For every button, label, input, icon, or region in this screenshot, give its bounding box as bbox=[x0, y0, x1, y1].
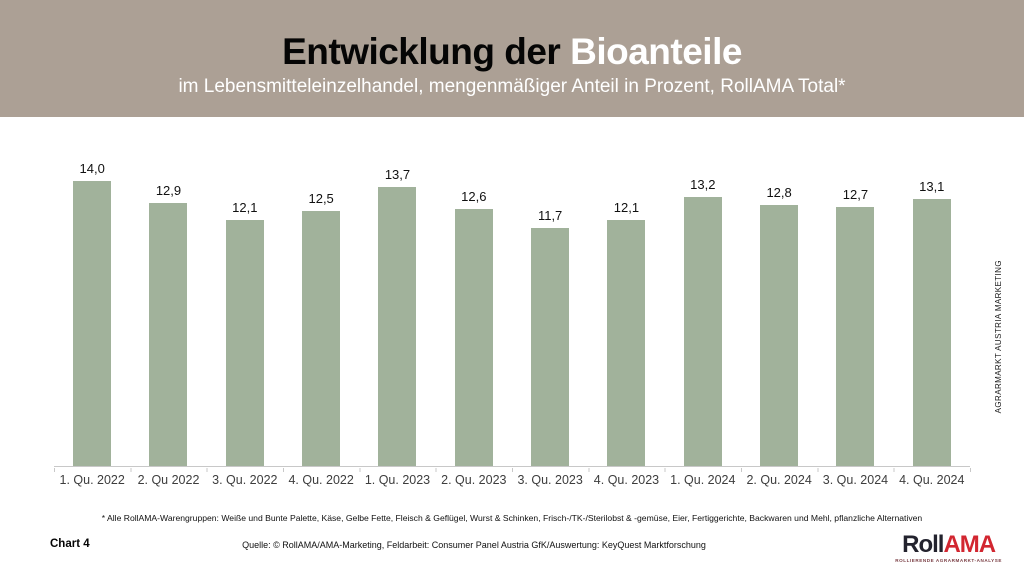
source-line: Quelle: © RollAMA/AMA-Marketing, Feldarb… bbox=[242, 540, 706, 550]
x-axis-label: 1. Qu. 2024 bbox=[670, 473, 736, 487]
plot-area: 14,0 12,9 12,1 12,5 13,7 12,6 11,7 12,1 13,2 12,8… bbox=[54, 137, 970, 467]
bar bbox=[454, 209, 493, 466]
bar-value-label: 13,2 bbox=[690, 177, 716, 192]
bar bbox=[302, 211, 341, 466]
rollama-logo-tagline: ROLLIERENDE AGRARMARKT-ANALYSE bbox=[895, 558, 1002, 563]
rollama-logo-roll: Roll bbox=[902, 531, 944, 558]
x-axis-label: 1. Qu. 2022 bbox=[59, 473, 125, 487]
bar-column: 12,6 bbox=[436, 137, 512, 466]
bar-column: 13,2 bbox=[665, 137, 741, 466]
x-axis-label: 3. Qu. 2024 bbox=[822, 473, 889, 487]
x-axis-label: 3. Qu. 2022 bbox=[212, 473, 278, 487]
bar bbox=[607, 220, 646, 466]
bar bbox=[836, 207, 875, 466]
rollama-logo-wordmark: RollAMA bbox=[895, 533, 1002, 557]
bar-column: 12,1 bbox=[207, 137, 283, 466]
page-title-part-dark: Entwicklung der bbox=[282, 31, 561, 72]
x-axis-labels: 1. Qu. 2022 2. Qu 2022 3. Qu. 2022 4. Qu. 2… bbox=[54, 473, 970, 487]
x-axis-ticks bbox=[54, 468, 971, 472]
bar-value-label: 14,0 bbox=[79, 161, 105, 176]
bar-column: 14,0 bbox=[54, 137, 130, 466]
bar bbox=[149, 203, 188, 466]
rollama-logo-ama: AMA bbox=[943, 531, 996, 558]
bar-value-label: 12,9 bbox=[155, 183, 182, 198]
bar-value-label: 12,1 bbox=[613, 200, 640, 215]
bar-column: 12,5 bbox=[283, 137, 359, 466]
x-axis-label: 2. Qu 2022 bbox=[137, 473, 200, 487]
bar bbox=[760, 205, 799, 466]
bar-value-label: 12,5 bbox=[308, 191, 334, 206]
bar bbox=[531, 228, 570, 466]
x-axis-label: 4. Qu. 2024 bbox=[899, 473, 965, 487]
bar-column: 12,9 bbox=[130, 137, 206, 466]
side-vertical-text: AGRARMARKT AUSTRIA MARKETING bbox=[994, 260, 1003, 414]
bar-column: 11,7 bbox=[512, 137, 588, 466]
bar-column: 12,1 bbox=[588, 137, 664, 466]
bar-column: 13,7 bbox=[359, 137, 435, 466]
bar-value-label: 12,8 bbox=[766, 185, 792, 200]
page-subtitle: im Lebensmitteleinzelhandel, mengenmäßig… bbox=[178, 75, 846, 97]
page-title: Entwicklung der Bioanteile bbox=[0, 31, 1024, 73]
bar bbox=[683, 197, 722, 466]
x-axis-label: 1. Qu. 2023 bbox=[364, 473, 431, 487]
x-axis-label: 2. Qu. 2023 bbox=[441, 473, 507, 487]
bar-value-label: 13,1 bbox=[919, 179, 945, 194]
bar-value-label: 12,6 bbox=[461, 189, 487, 204]
bar-column: 12,7 bbox=[817, 137, 893, 466]
bar bbox=[225, 220, 264, 466]
page-title-part-light: Bioanteile bbox=[570, 31, 742, 72]
bar-column: 13,1 bbox=[894, 137, 970, 466]
bar-column: 12,8 bbox=[741, 137, 817, 466]
rollama-logo: RollAMA ROLLIERENDE AGRARMARKT-ANALYSE bbox=[895, 533, 1002, 564]
bar-value-label: 12,7 bbox=[842, 187, 869, 202]
bar bbox=[912, 199, 951, 466]
bar-value-label: 11,7 bbox=[537, 208, 563, 223]
footnote: * Alle RollAMA-Warengruppen: Weiße und B… bbox=[101, 513, 923, 523]
bar-value-label: 12,1 bbox=[232, 200, 258, 215]
bar-value-label: 13,7 bbox=[384, 167, 411, 182]
chart-number-label: Chart 4 bbox=[50, 538, 90, 550]
bar bbox=[378, 187, 417, 466]
bar bbox=[73, 181, 112, 466]
x-axis-label: 4. Qu. 2022 bbox=[288, 473, 354, 487]
header-band: Entwicklung der Bioanteile im Lebensmitt… bbox=[0, 0, 1024, 117]
x-axis-label: 3. Qu. 2023 bbox=[517, 473, 583, 487]
x-axis-label: 2. Qu. 2024 bbox=[746, 473, 812, 487]
x-axis-label: 4. Qu. 2023 bbox=[593, 473, 660, 487]
